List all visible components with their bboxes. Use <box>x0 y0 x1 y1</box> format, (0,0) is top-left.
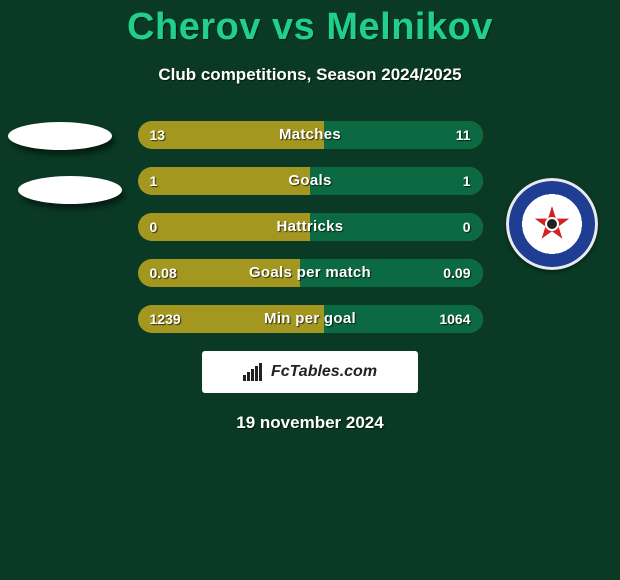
stat-label: Hattricks <box>138 213 483 241</box>
badge-star-icon <box>534 206 570 242</box>
bar-chart-icon <box>243 363 265 381</box>
page-title: Cherov vs Melnikov <box>0 0 620 49</box>
stats-container: 1311Matches 11Goals 00Hattricks 0.080.09Goa… <box>138 121 483 333</box>
footer-brand-text: FcTables.com <box>271 363 377 381</box>
stat-bar: 12391064Min per goal <box>138 305 483 333</box>
right-club-badge <box>506 178 598 270</box>
stat-row: 1311Matches <box>138 121 483 149</box>
left-club-shape-1 <box>8 122 112 150</box>
stat-bar: 0.080.09Goals per match <box>138 259 483 287</box>
left-club-shape-2 <box>18 176 122 204</box>
stat-row: 11Goals <box>138 167 483 195</box>
stat-row: 0.080.09Goals per match <box>138 259 483 287</box>
badge-center-dot <box>545 217 559 231</box>
subtitle: Club competitions, Season 2024/2025 <box>0 65 620 85</box>
stat-label: Goals per match <box>138 259 483 287</box>
stat-label: Min per goal <box>138 305 483 333</box>
stat-bar: 00Hattricks <box>138 213 483 241</box>
stat-label: Matches <box>138 121 483 149</box>
stat-bar: 1311Matches <box>138 121 483 149</box>
stat-row: 00Hattricks <box>138 213 483 241</box>
stat-label: Goals <box>138 167 483 195</box>
stat-row: 12391064Min per goal <box>138 305 483 333</box>
stat-bar: 11Goals <box>138 167 483 195</box>
date-label: 19 november 2024 <box>0 413 620 433</box>
footer-brand-box[interactable]: FcTables.com <box>202 351 418 393</box>
